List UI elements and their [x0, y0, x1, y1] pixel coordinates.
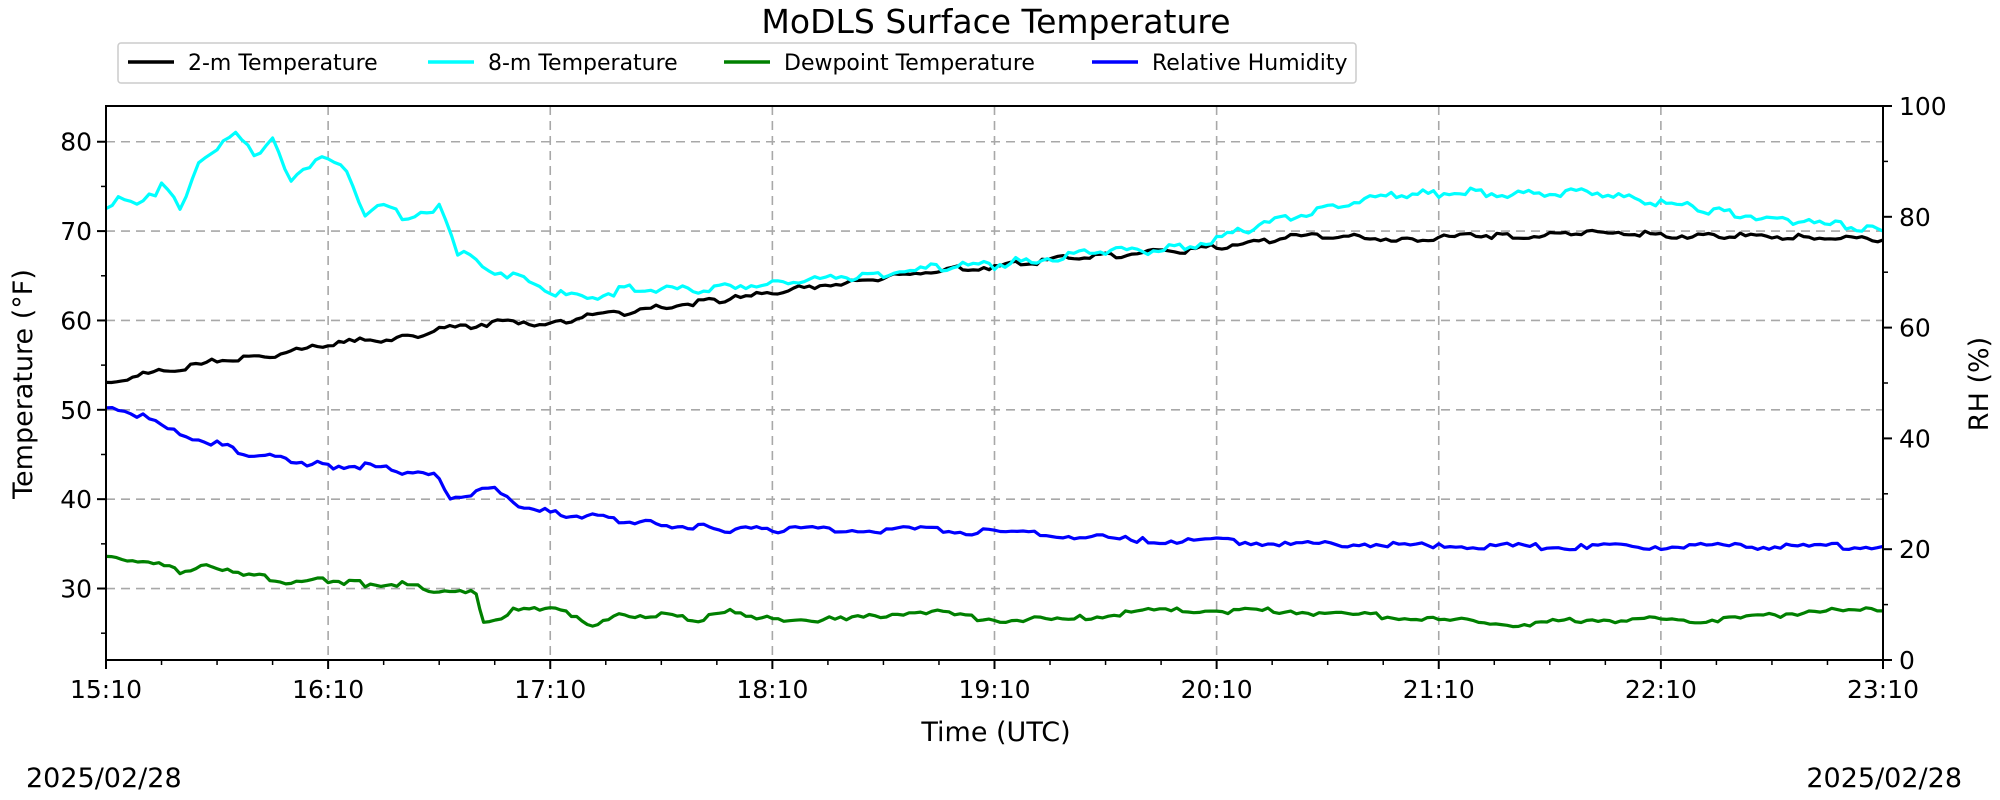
y-left-tick-label: 50 [60, 396, 92, 425]
y-axis-right-title: RH (%) [1964, 337, 1995, 431]
y-right-tick-label: 60 [1899, 314, 1931, 343]
x-tick-label: 23:10 [1847, 675, 1919, 704]
y-left-tick-label: 80 [60, 128, 92, 157]
y-right-tick-label: 100 [1899, 92, 1947, 121]
y-axis-left: 30 40 50 60 70 80 [60, 128, 106, 634]
x-tick-label: 19:10 [958, 675, 1030, 704]
x-tick-label: 20:10 [1181, 675, 1253, 704]
legend-label: Relative Humidity [1152, 51, 1347, 76]
series-lines [105, 130, 1884, 629]
y-right-tick-label: 20 [1899, 535, 1931, 564]
x-tick-label: 16:10 [292, 675, 364, 704]
y-right-tick-label: 0 [1899, 646, 1915, 675]
legend-label: 2-m Temperature [188, 51, 378, 76]
y-left-tick-label: 70 [60, 217, 92, 246]
date-label-right: 2025/02/28 [1806, 763, 1962, 794]
y-right-tick-label: 80 [1899, 203, 1931, 232]
x-tick-label: 18:10 [736, 675, 808, 704]
y-left-tick-label: 30 [60, 575, 92, 604]
y-axis-left-title: Temperature (°F) [8, 269, 39, 500]
x-tick-label: 22:10 [1625, 675, 1697, 704]
series-line [105, 130, 1884, 301]
y-right-tick-label: 40 [1899, 424, 1931, 453]
legend: 2-m Temperature 8-m Temperature Dewpoint T… [117, 42, 1357, 84]
series-line [105, 406, 1884, 552]
chart-title: MoDLS Surface Temperature [761, 2, 1230, 41]
y-axis-right: 0 20 40 60 80 100 [1883, 92, 1947, 675]
series-line [105, 554, 1883, 629]
x-axis-title: Time (UTC) [920, 717, 1070, 748]
series-line [105, 228, 1884, 385]
y-left-tick-label: 40 [60, 485, 92, 514]
legend-label: Dewpoint Temperature [784, 51, 1035, 76]
date-label-left: 2025/02/28 [26, 763, 182, 794]
x-tick-label: 17:10 [514, 675, 586, 704]
x-tick-label: 21:10 [1403, 675, 1475, 704]
legend-label: 8-m Temperature [488, 51, 678, 76]
x-tick-label: 15:10 [70, 675, 142, 704]
y-left-tick-label: 60 [60, 306, 92, 335]
grid-lines [106, 106, 1883, 660]
x-axis: 15:10 16:10 17:10 18:10 19:10 20:10 21:10 22:10… [70, 660, 1919, 704]
